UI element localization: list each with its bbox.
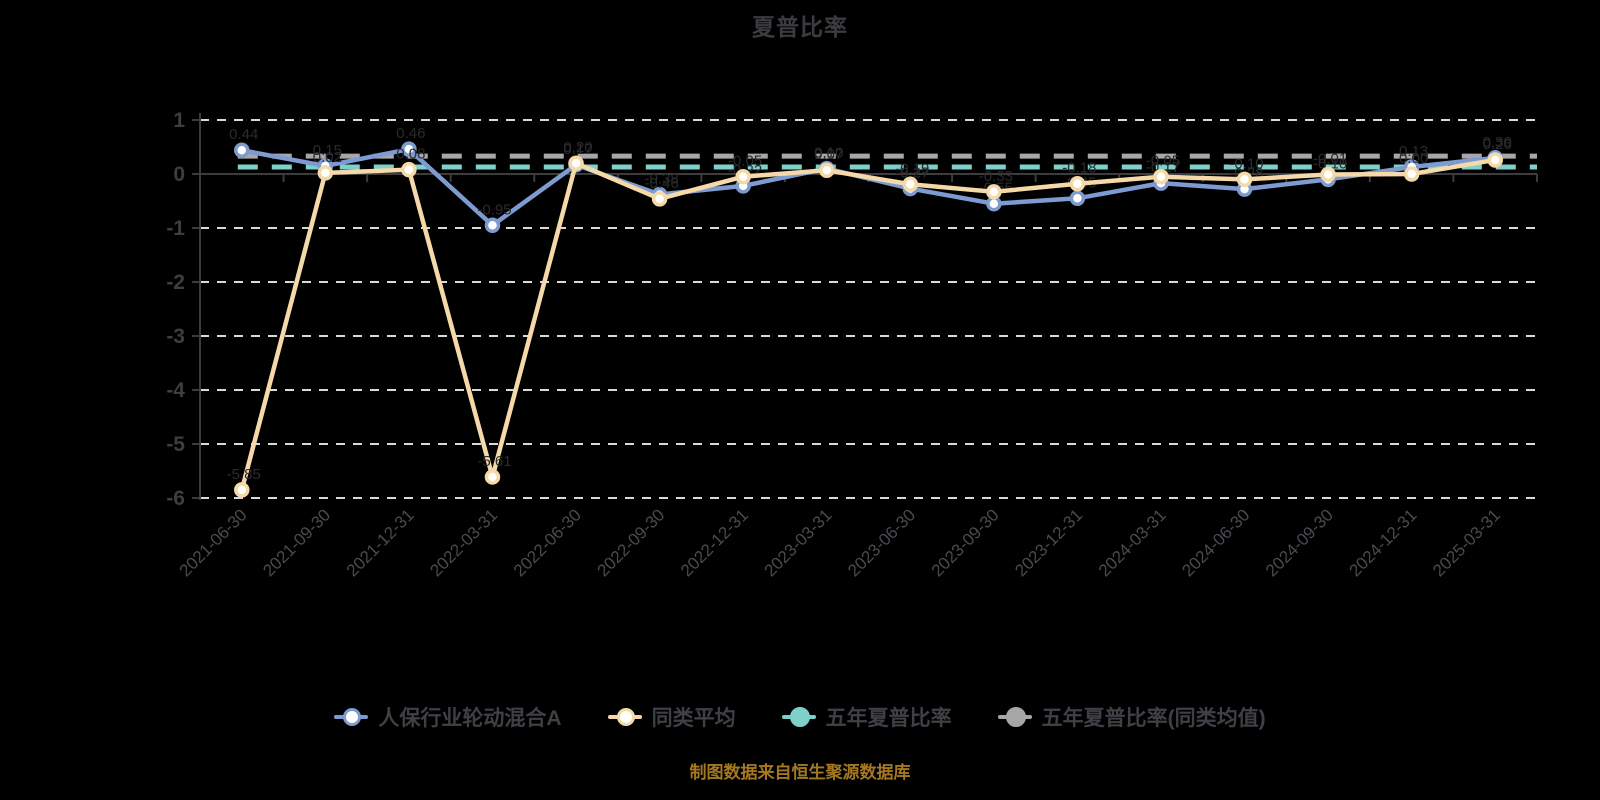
data-point-label: 0.44 [229, 126, 258, 143]
x-axis-label: 2024-12-31 [1346, 505, 1421, 580]
data-point-label: -0.10 [1229, 155, 1263, 172]
data-point-label: 0.26 [1483, 136, 1512, 153]
x-axis-label: 2024-06-30 [1178, 505, 1253, 580]
data-point-label: 0.20 [563, 139, 592, 156]
data-point-label: -5.85 [227, 466, 261, 483]
data-source-note: 制图数据来自恒生聚源数据库 [689, 763, 911, 782]
data-point-label: 0.46 [396, 125, 425, 142]
series-line [239, 157, 1498, 493]
x-axis-label: 2023-12-31 [1011, 505, 1086, 580]
data-point-label: 0.10 [814, 145, 843, 162]
data-point [484, 217, 501, 234]
data-point [818, 162, 835, 178]
legend-item-peer-average[interactable]: 同类平均 [607, 702, 736, 732]
data-point [1487, 152, 1503, 168]
data-point [651, 191, 668, 207]
data-point-label: -0.17 [1146, 159, 1180, 176]
data-point [401, 161, 417, 178]
data-point-label: 0.30 [1483, 134, 1512, 151]
x-axis-label: 2021-06-30 [176, 505, 251, 580]
data-point-label: 0.07 [814, 146, 843, 163]
x-axis-label: 2022-06-30 [510, 505, 585, 580]
x-axis-label: 2022-03-31 [426, 505, 501, 580]
series-line [239, 146, 1498, 228]
legend-label: 人保行业轮动混合A [378, 707, 562, 730]
y-axis-label: 1 [173, 109, 185, 132]
y-axis-label: -1 [166, 217, 185, 240]
x-axis-label: 2022-09-30 [593, 505, 668, 580]
data-point-label: 0.15 [313, 142, 342, 159]
data-point-label: -5.61 [477, 453, 511, 470]
data-point [234, 142, 250, 158]
page-title: 夏普比率 [752, 14, 848, 40]
data-point [234, 482, 250, 498]
x-axis-label: 2022-12-31 [677, 505, 752, 580]
data-point [1069, 190, 1086, 207]
data-point [1236, 171, 1253, 188]
y-axis-label: 0 [173, 163, 185, 186]
legend-label: 五年夏普比率 [825, 707, 952, 730]
data-point [568, 155, 584, 171]
y-axis-label: -2 [166, 271, 185, 294]
x-axis-label: 2024-03-31 [1095, 505, 1170, 580]
x-axis-label: 2023-06-30 [844, 505, 919, 580]
x-axis-label: 2024-09-30 [1262, 505, 1337, 580]
data-point-label: -0.05 [1146, 153, 1180, 170]
data-point [401, 141, 417, 157]
data-point-label: -0.46 [644, 175, 678, 192]
data-point-label: -0.38 [644, 171, 678, 188]
data-point [1320, 166, 1336, 183]
data-point [735, 168, 751, 185]
y-axis-label: -3 [166, 325, 185, 348]
x-axis-label: 2021-09-30 [259, 505, 334, 580]
data-point [902, 176, 919, 193]
data-point-label: 0.17 [563, 141, 592, 158]
y-axis-label: -5 [166, 433, 185, 456]
data-point [1069, 175, 1086, 192]
legend-item-5y-sharpe[interactable]: 五年夏普比率 [781, 702, 952, 732]
data-point [986, 184, 1002, 200]
data-point-label: 0.02 [313, 149, 342, 166]
x-axis-label: 2023-03-31 [761, 505, 836, 580]
peer-line-marker-icon [607, 707, 642, 727]
data-point-label: -0.27 [895, 165, 929, 182]
data-point-label: 0.00 [1399, 150, 1428, 167]
data-point-label: -0.01 [1313, 151, 1347, 168]
data-point-label: -0.10 [1313, 155, 1347, 172]
fund-line-marker-icon [334, 707, 369, 727]
data-point-label: -0.05 [728, 153, 762, 170]
x-axis-label: 2025-03-31 [1429, 505, 1504, 580]
legend-label: 同类平均 [651, 707, 736, 730]
five-year-peer-line-marker-icon [997, 707, 1032, 727]
data-point-label: 0.13 [1399, 143, 1428, 160]
legend-item-fund[interactable]: 人保行业轮动混合A [334, 702, 562, 732]
x-axis-label: 2023-09-30 [928, 505, 1003, 580]
data-point [1403, 166, 1420, 182]
data-point [1153, 168, 1169, 185]
data-point-label: 0.08 [396, 146, 425, 163]
data-point-label: -0.95 [477, 201, 511, 218]
y-axis-label: -6 [166, 487, 185, 510]
data-point-label: -0.19 [895, 160, 929, 177]
data-point-label: -0.18 [1062, 160, 1096, 177]
data-point-label: -0.33 [979, 168, 1013, 185]
y-axis-label: -4 [166, 379, 185, 402]
x-axis-label: 2021-12-31 [343, 505, 418, 580]
five-year-line-marker-icon [781, 707, 816, 727]
chart-legend: 人保行业轮动混合A 同类平均 五年夏普比率 五年夏普比率(同类均值) [0, 702, 1600, 732]
legend-label: 五年夏普比率(同类均值) [1041, 707, 1266, 730]
legend-item-5y-sharpe-peer[interactable]: 五年夏普比率(同类均值) [997, 702, 1266, 732]
data-point [317, 165, 334, 181]
data-point [484, 469, 501, 485]
